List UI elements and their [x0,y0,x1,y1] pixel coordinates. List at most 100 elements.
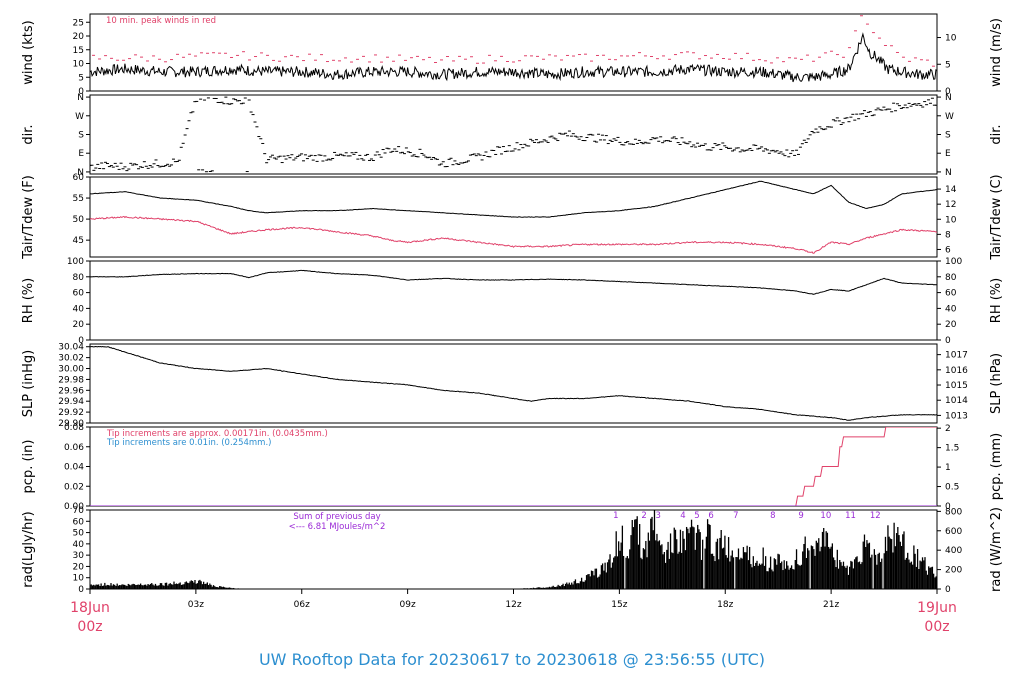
slp-series-0 [90,345,937,421]
radiation-hour-mark: 1 [613,511,618,521]
radiation-hour-mark: 9 [798,511,803,521]
rh-ytick-label-left: 20 [73,320,85,330]
radiation-series-0 [90,510,937,589]
temperature-ytick-label-left: 50 [73,215,85,225]
chart-title: UW Rooftop Data for 20230617 to 20230618… [259,650,765,669]
precip-ytick-label-left: 0.02 [64,482,84,492]
rh-ytick-label-left: 80 [73,273,85,283]
wind-ytick-label-left: 0 [78,87,84,97]
direction-ytick-label-left: E [78,149,84,159]
time-axis-tick-label: 15z [611,600,627,610]
radiation-ytick-label-right: 600 [945,527,962,537]
direction-ytick-label-right: E [945,149,951,159]
radiation-ylabel-left: rad(Lgly/hr) [21,511,36,587]
wind-annotation: 10 min. peak winds in red [106,16,216,26]
slp-ytick-label-right: 1015 [945,381,968,391]
radiation-hour-mark: 7 [733,511,738,521]
wind-ytick-label-right: 10 [945,34,957,44]
direction-ytick-label-right: N [945,93,952,103]
panel-radiation: 0102030405060700200400600800rad(Lgly/hr)… [21,506,1004,595]
rh-ytick-label-right: 80 [945,273,957,283]
slp-ytick-label-right: 1014 [945,396,968,406]
radiation-hour-mark: 2 [641,511,646,521]
precip-ytick-label-right: 0.5 [945,483,959,493]
temperature-ytick-label-right: 10 [945,215,957,225]
end-date-label: 19Jun [917,600,957,616]
slp-ytick-label-right: 1013 [945,411,968,421]
radiation-ytick-label-right: 200 [945,566,962,576]
radiation-ytick-label-left: 60 [73,517,85,527]
radiation-ytick-label-left: 50 [73,529,85,539]
slp-ytick-label-right: 1016 [945,366,968,376]
panel-rh: 0 20 40 60 80 100 0 20 40 60 80 100 RH (%) RH (%) [21,257,1004,346]
rh-ylabel-left: RH (%) [21,278,36,323]
direction-ylabel-right: dir. [989,124,1004,144]
radiation-hour-mark: 11 [845,511,856,521]
radiation-ytick-label-left: 20 [73,562,85,572]
time-axis-tick-label: 03z [188,600,204,610]
slp-plot [90,345,937,421]
radiation-hour-mark: 3 [655,511,660,521]
precip-ytick-label-right: 0 [945,502,951,512]
precip-ytick-label-right: 1 [945,463,951,473]
slp-ytick-label-left: 29.96 [58,386,84,396]
direction-ytick-label-right: S [945,131,951,141]
precip-ytick-label-left: 0.06 [64,443,84,453]
direction-ytick-label-right: W [945,112,954,122]
temperature-ytick-label-right: 14 [945,185,957,195]
time-axis-tick-label: 21z [823,600,839,610]
precip-series-0 [90,427,937,506]
slp-ylabel-left: SLP (inHg) [21,350,36,418]
radiation-ytick-label-right: 400 [945,546,962,556]
slp-ytick-label-right: 1017 [945,351,968,361]
precip-ytick-label-right: 1.5 [945,444,959,454]
radiation-ytick-label-left: 70 [73,506,85,516]
start-date-label: 18Jun [70,600,110,616]
temperature-ytick-label-right: 6 [945,245,951,255]
slp-ytick-label-left: 29.98 [58,375,84,385]
panel-precip: 0.00 0.02 0.04 0.06 0.08 0 0.5 1 1.5 2 pcp. (in) pc… [21,423,1004,512]
direction-ytick-label-left: N [77,168,84,178]
time-axis-tick-label: 09z [400,600,416,610]
time-axis-tick-label: 12z [505,600,521,610]
wind-ytick-label-right: 0 [945,87,951,97]
wind-frame [89,13,938,92]
rh-frame [89,260,938,341]
radiation-hour-mark: 5 [694,511,699,521]
direction-ylabel-left: dir. [21,124,36,144]
time-axis-tick-label: 18z [717,600,733,610]
slp-ylabel-right: SLP (hPa) [989,353,1004,414]
rh-series-0 [90,269,937,295]
wind-ylabel-left: wind (kts) [21,20,36,84]
direction-ytick-label-left: W [75,112,84,122]
wind-ytick-label-right: 5 [945,60,951,70]
radiation-ytick-label-left: 0 [78,585,84,595]
rh-ytick-label-right: 60 [945,289,957,299]
radiation-ytick-label-right: 0 [945,585,951,595]
slp-ytick-label-left: 30.04 [58,343,84,353]
temperature-ytick-label-right: 8 [945,230,951,240]
radiation-hour-mark: 10 [820,511,831,521]
wind-plot [90,15,937,83]
precip-ytick-label-left: 0.08 [64,423,84,433]
panel-temperature: 45 50 55 60 6 8 10 12 14 Tair/Tdew (F) Tair/Tdew (… [21,173,1004,261]
radiation-ytick-label-left: 40 [73,540,85,550]
direction-ytick-label-right: N [945,168,952,178]
wind-series-1 [92,15,935,67]
temperature-plot [90,180,937,254]
slp-ytick-label-left: 29.94 [58,397,84,407]
temperature-ytick-label-left: 45 [73,236,84,246]
start-hour-label: 00z [77,619,102,635]
rh-ytick-label-left: 100 [67,257,84,267]
radiation-ytick-label-left: 10 [73,574,85,584]
direction-series-0 [90,96,937,173]
wind-ytick-label-left: 5 [78,73,84,83]
precip-plot [90,427,937,506]
slp-frame [89,343,938,424]
slp-ytick-label-left: 29.92 [58,408,84,418]
temperature-ylabel-right: Tair/Tdew (C) [989,174,1004,260]
wind-ylabel-right: wind (m/s) [989,18,1004,87]
radiation-hour-mark: 8 [770,511,775,521]
